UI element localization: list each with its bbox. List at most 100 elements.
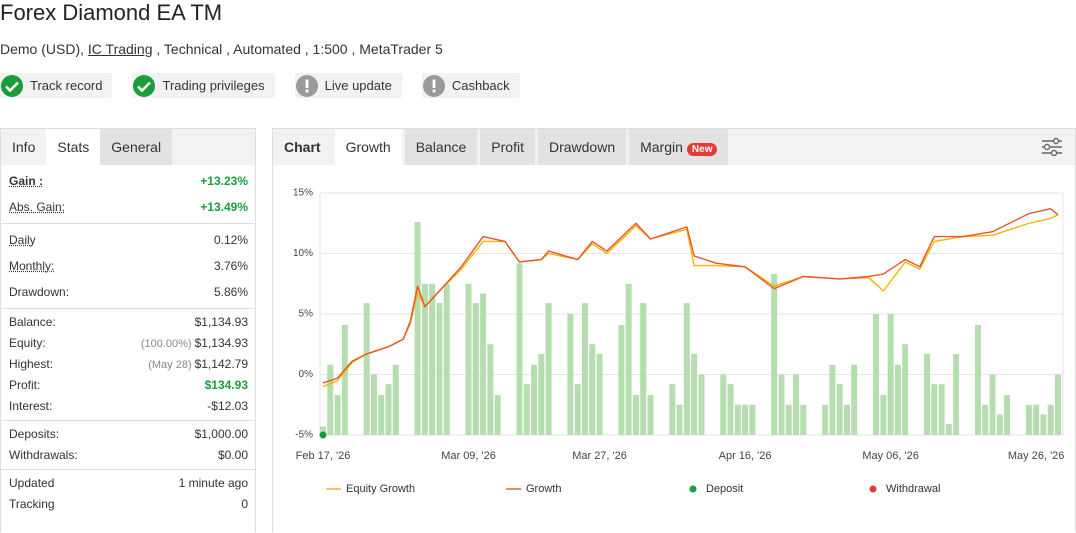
tab[interactable]: Profit — [480, 129, 535, 165]
bar — [545, 303, 552, 435]
stat-value: $1,134.93 — [194, 336, 248, 350]
stat-value-wrap: (100.00%) $1,134.93 — [141, 333, 248, 354]
chart-panel: Chart Growth Balance Profit Drawdown Margin Ne… — [272, 128, 1076, 532]
stat-value: +13.49% — [200, 200, 248, 214]
stat-value-wrap: $1,000.00 — [195, 424, 248, 445]
tab[interactable]: Drawdown — [537, 129, 627, 165]
y-tick-label: 15% — [293, 188, 313, 199]
badge: Track record — [0, 73, 113, 98]
bar — [363, 303, 370, 435]
bar — [1047, 404, 1054, 435]
stat-value: $1,142.79 — [194, 357, 248, 371]
legend-label: Equity Growth — [346, 483, 415, 495]
bar — [676, 404, 683, 435]
bar — [341, 324, 348, 435]
bar — [334, 395, 341, 435]
bar — [472, 303, 479, 435]
stat-label: Tracking — [9, 497, 55, 511]
bar — [785, 404, 792, 435]
settings-icon[interactable] — [1041, 137, 1063, 157]
stat-note: (100.00%) — [140, 338, 192, 350]
bar — [538, 353, 545, 435]
bar — [487, 344, 494, 435]
bar — [793, 374, 800, 435]
account-info: , Technical , Automated , 1:500 , MetaTr… — [156, 41, 443, 57]
bar — [647, 395, 654, 435]
y-tick-label: 10% — [293, 248, 313, 259]
bar — [894, 364, 901, 435]
bar — [1025, 404, 1032, 435]
bar — [843, 404, 850, 435]
stat-row: Interest: -$12.03 — [1, 396, 255, 417]
badge-label: Trading privileges — [162, 78, 265, 93]
tab-bar: Chart Growth Balance Profit Drawdown Margin Ne… — [273, 129, 1075, 165]
bar — [698, 374, 705, 435]
broker-link[interactable]: IC Trading — [87, 41, 153, 57]
tab-bar: Info Stats General — [1, 129, 255, 165]
new-badge: New — [686, 143, 718, 156]
badges: Track record Trading privileges Live updat… — [0, 73, 520, 98]
tab[interactable]: Growth — [334, 129, 402, 165]
account-info: Demo (USD), — [0, 41, 85, 57]
bar — [953, 353, 960, 435]
y-tick-label: 0% — [299, 369, 314, 380]
x-tick-label: May 26, '26 — [1008, 450, 1065, 462]
stat-row: Withdrawals: $0.00 — [1, 445, 255, 466]
tab[interactable]: General — [100, 129, 173, 165]
bar — [1033, 404, 1040, 435]
stat-row: Abs. Gain: +13.49% — [1, 194, 255, 220]
badge-icon — [1, 74, 23, 97]
bar — [327, 364, 334, 435]
tab: Chart — [273, 129, 332, 165]
badge: Cashback — [421, 73, 520, 98]
stat-label: Gain : — [9, 174, 44, 188]
badge: Live update — [294, 73, 402, 98]
bar — [887, 314, 894, 435]
stats-panel: Info Stats General Gain : +13.23% Abs. Gain:… — [0, 128, 256, 532]
stat-value: 0 — [241, 497, 248, 511]
stat-value-wrap: +13.23% — [200, 168, 248, 194]
badge-icon — [422, 74, 445, 97]
stat-row: Deposits: $1,000.00 — [1, 424, 255, 445]
stats-group: Deposits: $1,000.00 Withdrawals: $0.00 — [1, 421, 255, 470]
bar — [683, 303, 690, 435]
bar — [822, 404, 829, 435]
bar — [945, 424, 952, 435]
bar — [720, 374, 727, 435]
bar — [938, 384, 945, 435]
bar — [465, 283, 472, 435]
bar — [902, 344, 909, 435]
bar — [370, 374, 377, 435]
bar — [836, 384, 843, 435]
badge-label: Track record — [30, 78, 103, 93]
stat-row: Balance: $1,134.93 — [1, 312, 255, 333]
stat-value: 1 minute ago — [178, 476, 248, 490]
bar — [924, 353, 931, 435]
bar — [1004, 395, 1011, 435]
stat-row: Daily 0.12% — [1, 227, 255, 253]
stat-value-wrap: $1,134.93 — [195, 312, 248, 333]
stats-list: Gain : +13.23% Abs. Gain: +13.49% Daily 0.12%… — [1, 165, 255, 518]
bar — [829, 364, 836, 435]
stat-value-wrap: (May 28) $1,142.79 — [148, 354, 248, 375]
stat-value: +13.23% — [200, 174, 248, 188]
stat-value-wrap: $134.93 — [205, 375, 248, 396]
y-tick-label: 5% — [299, 309, 314, 320]
stat-value-wrap: $0.00 — [218, 445, 248, 466]
bar — [727, 384, 734, 435]
tab[interactable]: Balance — [404, 129, 478, 165]
stat-row: Updated 1 minute ago — [1, 473, 255, 494]
stat-value-wrap: 5.86% — [214, 279, 248, 305]
stat-label: Deposits: — [9, 427, 60, 441]
stat-label: Drawdown: — [9, 285, 70, 299]
stat-row: Highest: (May 28) $1,142.79 — [1, 354, 255, 375]
tab[interactable]: Info — [12, 139, 36, 155]
stat-value: 3.76% — [213, 259, 248, 273]
tab[interactable]: Margin New — [629, 129, 729, 165]
tab[interactable]: Stats — [46, 129, 101, 165]
stats-group: Gain : +13.23% Abs. Gain: +13.49% — [1, 165, 255, 224]
x-tick-label: Mar 27, '26 — [572, 450, 627, 462]
x-tick-label: May 06, '26 — [862, 450, 919, 462]
legend-label: Growth — [526, 483, 561, 495]
